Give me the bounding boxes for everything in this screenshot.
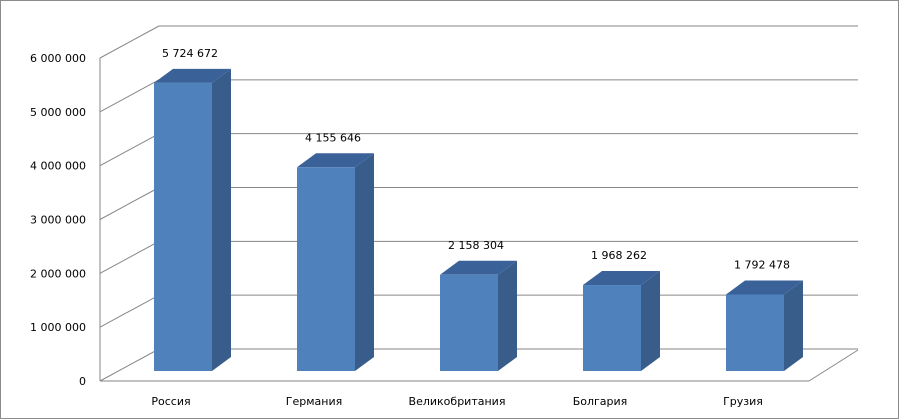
category-label: Германия	[286, 395, 342, 408]
bar-side	[641, 271, 660, 371]
bar	[726, 294, 784, 371]
y-axis: 0 1 000 000 2 000 000 3 000 000 4 000 000 5 0…	[30, 52, 101, 388]
y-tick-label: 3 000 000	[30, 214, 86, 227]
y-tick-label: 6 000 000	[30, 52, 86, 65]
gridline-diagonal	[99, 348, 160, 382]
y-tick-label: 2 000 000	[30, 267, 86, 280]
bar-side	[784, 280, 803, 371]
bar-top	[154, 68, 231, 83]
gridline-diagonal	[99, 240, 160, 274]
gridline-diagonal	[99, 187, 160, 220]
bar-top	[297, 153, 374, 168]
grid-layer	[99, 25, 859, 382]
gridline-diagonal	[99, 25, 160, 59]
data-label: 1 968 262	[591, 249, 647, 262]
bar	[154, 82, 212, 371]
data-label: 5 724 672	[162, 47, 218, 60]
bar-side	[355, 153, 374, 371]
y-tick-label: 5 000 000	[30, 106, 86, 119]
category-label: Болгария	[573, 395, 628, 408]
gridline-diagonal	[99, 133, 160, 167]
bar-side	[212, 68, 231, 371]
gridline-diagonal	[99, 294, 160, 328]
data-label: 1 792 478	[734, 259, 790, 272]
data-label: 2 158 304	[448, 239, 504, 252]
y-tick-label: 1 000 000	[30, 321, 86, 334]
category-label: Великобритания	[409, 395, 506, 408]
y-tick-label: 4 000 000	[30, 160, 86, 173]
bar-top	[583, 271, 660, 286]
bar	[440, 274, 498, 371]
category-label: Россия	[151, 395, 190, 408]
bar	[583, 285, 641, 371]
floor-right-edge	[808, 349, 859, 382]
bars	[154, 68, 803, 371]
bar-side	[498, 260, 517, 371]
gridline-diagonal	[99, 79, 160, 113]
bar	[297, 167, 355, 371]
data-label: 4 155 646	[305, 131, 361, 144]
bar-top	[440, 260, 517, 275]
labels: 5 724 672 Россия 4 155 646 Германия 2 158 30…	[151, 47, 790, 408]
y-tick-label: 0	[79, 375, 86, 388]
category-label: Грузия	[723, 395, 763, 408]
bar-top	[726, 280, 803, 295]
